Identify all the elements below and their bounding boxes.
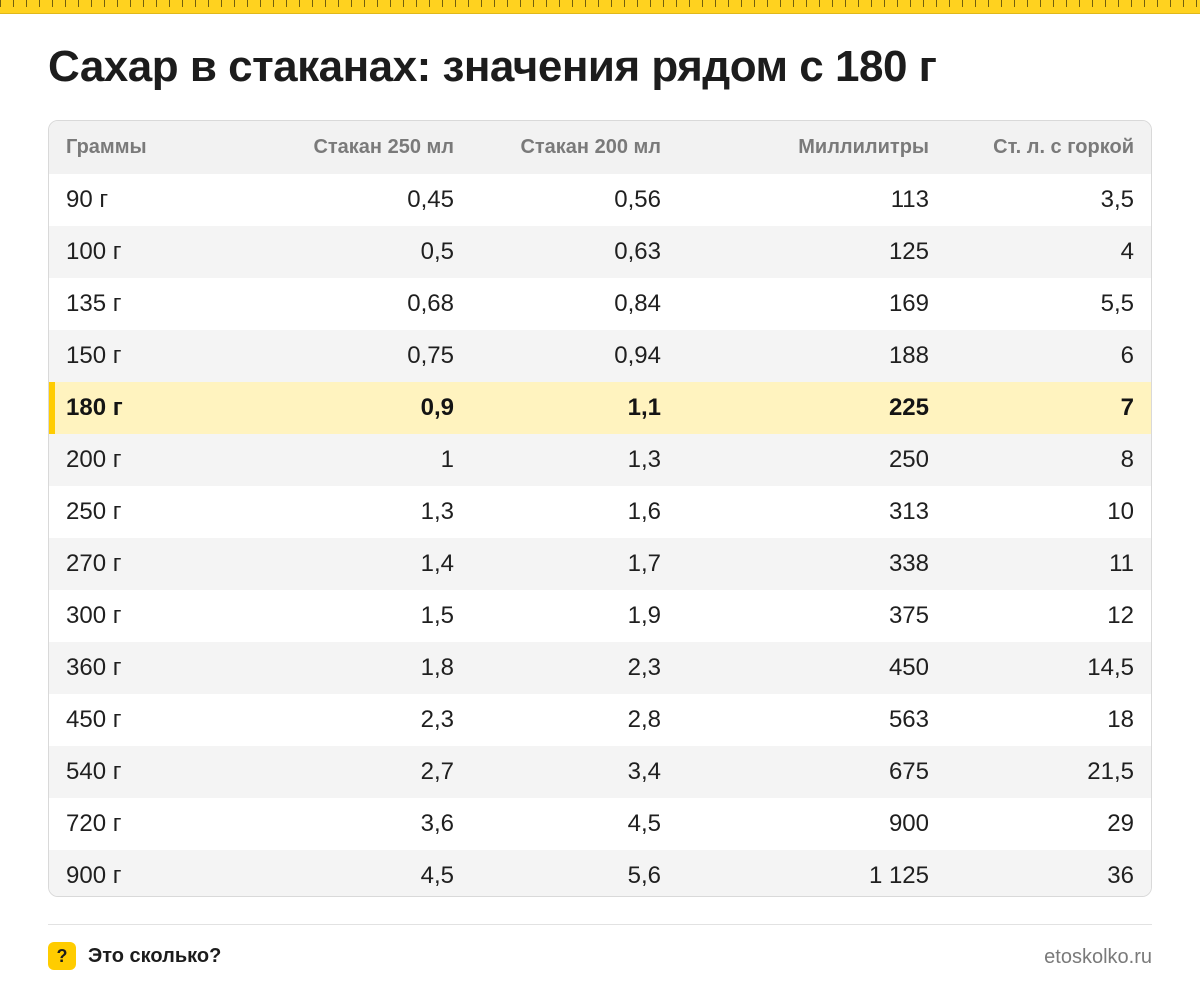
cell-tablespoons: 8 [1120,446,1134,473]
cell-glass-250: 4,5 [420,862,454,889]
cell-milliliters: 169 [888,290,929,317]
cell-glass-200: 3,4 [627,758,661,785]
cell-grams: 360 г [66,654,122,681]
cell-glass-200: 1,9 [627,602,661,629]
header-tablespoons: Ст. л. с горкой [993,136,1134,158]
table-row: 720 г 3,6 4,5 900 29 [49,798,1151,850]
table-row: 300 г 1,5 1,9 375 12 [49,590,1151,642]
footer-divider [48,924,1152,925]
cell-grams: 450 г [66,706,122,733]
table-row: 100 г 0,5 0,63 125 4 [49,226,1151,278]
table-row: 270 г 1,4 1,7 338 11 [49,538,1151,590]
header-grams: Граммы [66,136,147,158]
cell-glass-200: 2,8 [627,706,661,733]
table-row: 540 г 2,7 3,4 675 21,5 [49,746,1151,798]
table-row-highlighted: 180 г 0,9 1,1 225 7 [49,382,1151,434]
cell-grams: 540 г [66,758,122,785]
cell-glass-200: 0,94 [614,342,661,369]
cell-grams: 300 г [66,602,122,629]
cell-glass-250: 0,9 [420,394,454,421]
cell-grams: 135 г [66,290,122,317]
cell-glass-200: 5,6 [627,862,661,889]
cell-glass-200: 1,7 [627,550,661,577]
cell-grams: 100 г [66,238,122,265]
cell-tablespoons: 12 [1107,602,1134,629]
cell-milliliters: 338 [888,550,929,577]
cell-tablespoons: 10 [1107,498,1134,525]
cell-grams: 270 г [66,550,122,577]
cell-glass-200: 0,63 [614,238,661,265]
cell-milliliters: 1 125 [868,862,929,889]
cell-milliliters: 450 [888,654,929,681]
cell-milliliters: 250 [888,446,929,473]
cell-glass-250: 1,3 [420,498,454,525]
cell-milliliters: 313 [888,498,929,525]
cell-grams: 150 г [66,342,122,369]
cell-grams: 250 г [66,498,122,525]
cell-grams: 200 г [66,446,122,473]
cell-tablespoons: 5,5 [1100,290,1134,317]
cell-glass-250: 1,5 [420,602,454,629]
table-row: 450 г 2,3 2,8 563 18 [49,694,1151,746]
cell-glass-200: 0,56 [614,186,661,213]
header-glass-200: Стакан 200 мл [520,136,661,158]
header-milliliters: Миллилитры [798,136,929,158]
table-row: 250 г 1,3 1,6 313 10 [49,486,1151,538]
conversion-table: Граммы Стакан 250 мл Стакан 200 мл Милли… [48,120,1152,897]
cell-glass-250: 0,68 [407,290,454,317]
cell-tablespoons: 6 [1120,342,1134,369]
cell-glass-200: 1,6 [627,498,661,525]
cell-tablespoons: 18 [1107,706,1134,733]
cell-glass-200: 4,5 [627,810,661,837]
cell-milliliters: 675 [888,758,929,785]
page-title: Сахар в стаканах: значения рядом с 180 г [48,42,937,91]
table-row: 200 г 1 1,3 250 8 [49,434,1151,486]
cell-milliliters: 563 [888,706,929,733]
table-header-row: Граммы Стакан 250 мл Стакан 200 мл Милли… [49,121,1151,174]
cell-glass-250: 1,8 [420,654,454,681]
table-row: 90 г 0,45 0,56 113 3,5 [49,174,1151,226]
cell-glass-200: 1,3 [627,446,661,473]
cell-glass-250: 0,75 [407,342,454,369]
header-glass-250: Стакан 250 мл [313,136,454,158]
cell-grams: 720 г [66,810,122,837]
table-body: 90 г 0,45 0,56 113 3,5 100 г 0,5 0,63 125 4 135 г 0… [49,174,1151,896]
ruler-decoration [0,0,1200,14]
cell-tablespoons: 7 [1120,394,1134,421]
cell-milliliters: 900 [888,810,929,837]
cell-tablespoons: 11 [1109,550,1134,577]
cell-tablespoons: 36 [1107,862,1134,889]
cell-grams: 180 г [66,394,123,421]
cell-grams: 900 г [66,862,122,889]
cell-tablespoons: 14,5 [1087,654,1134,681]
cell-glass-200: 2,3 [627,654,661,681]
cell-glass-250: 3,6 [420,810,454,837]
table-row: 360 г 1,8 2,3 450 14,5 [49,642,1151,694]
cell-milliliters: 375 [888,602,929,629]
cell-tablespoons: 29 [1107,810,1134,837]
cell-tablespoons: 4 [1120,238,1134,265]
cell-glass-250: 2,7 [420,758,454,785]
ruler-baseline [0,13,1200,14]
cell-milliliters: 125 [888,238,929,265]
table-row: 135 г 0,68 0,84 169 5,5 [49,278,1151,330]
cell-tablespoons: 21,5 [1087,758,1134,785]
brand-name: Это сколько? [88,945,222,967]
cell-milliliters: 113 [890,186,929,213]
cell-grams: 90 г [66,186,109,213]
cell-glass-200: 1,1 [627,394,661,421]
cell-milliliters: 225 [888,394,929,421]
cell-tablespoons: 3,5 [1100,186,1134,213]
cell-glass-200: 0,84 [614,290,661,317]
table-row: 150 г 0,75 0,94 188 6 [49,330,1151,382]
cell-glass-250: 1 [440,446,454,473]
cell-milliliters: 188 [888,342,929,369]
cell-glass-250: 0,45 [407,186,454,213]
question-mark-icon: ? [48,942,76,970]
cell-glass-250: 2,3 [420,706,454,733]
cell-glass-250: 0,5 [420,238,454,265]
cell-glass-250: 1,4 [420,550,454,577]
table-row: 900 г 4,5 5,6 1 125 36 [49,850,1151,896]
site-link[interactable]: etoskolko.ru [1044,946,1152,968]
